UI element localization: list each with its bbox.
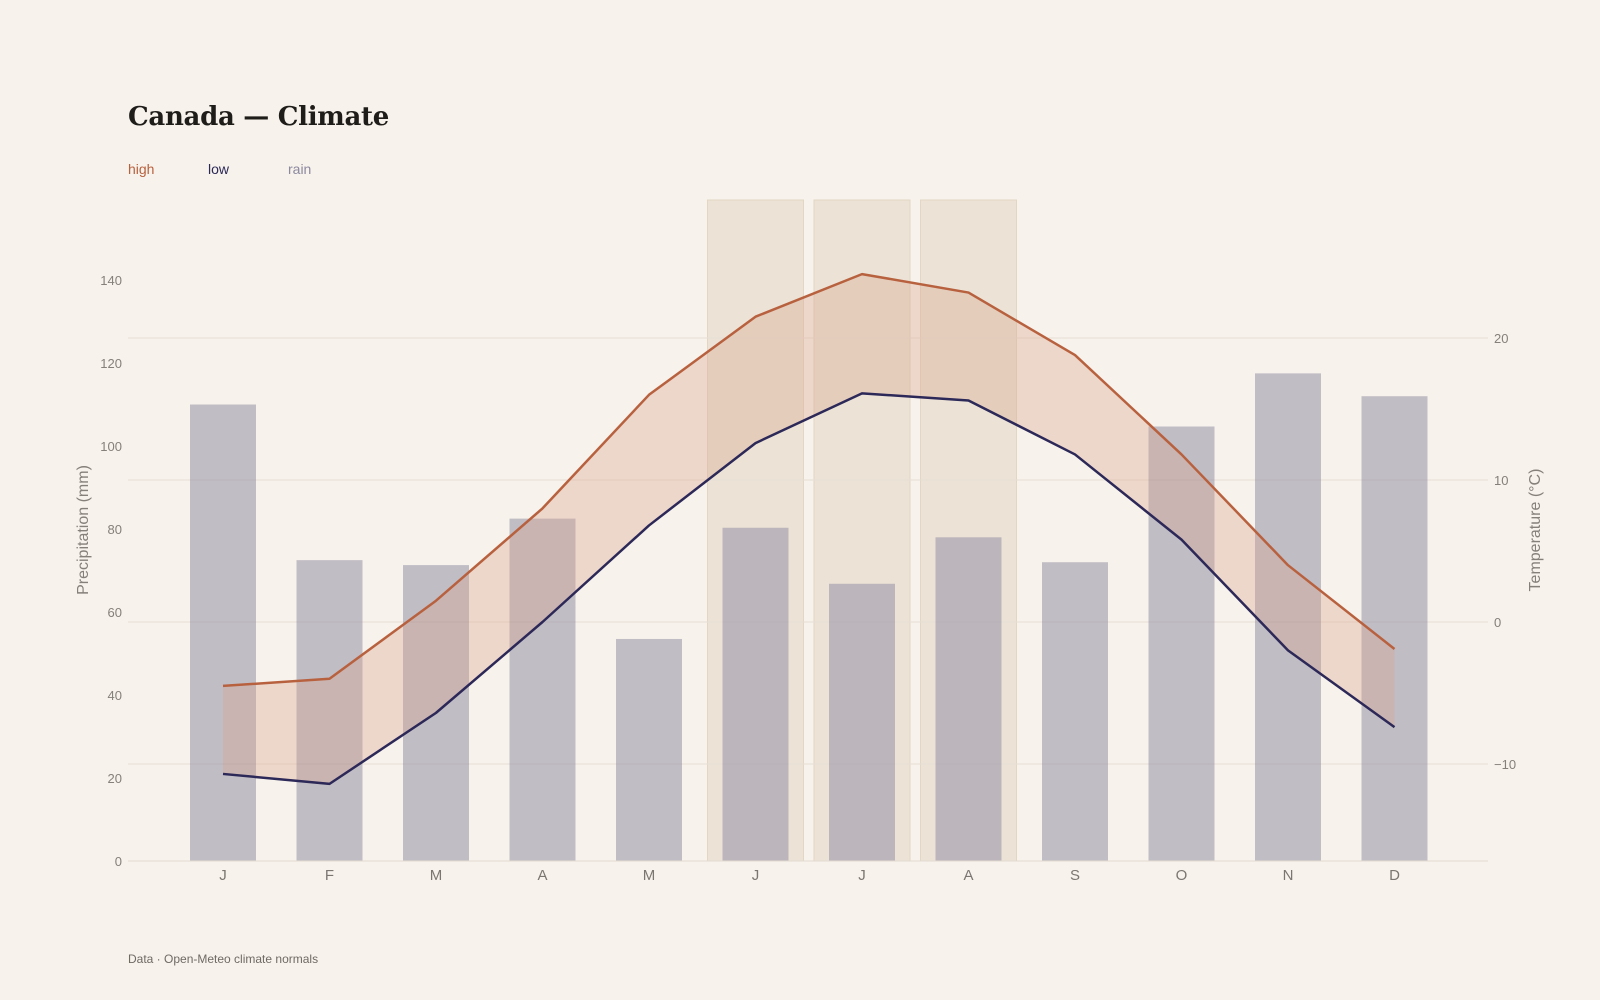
rain-bar-1 [296,560,363,861]
x-tick-label: F [325,867,334,884]
left-tick-label: 20 [108,771,122,786]
left-tick-label: 0 [115,854,122,869]
right-tick-label: 20 [1494,331,1508,346]
temperature-range-band [223,274,1395,784]
left-tick-label: 40 [108,688,122,703]
left-tick-label: 120 [100,356,122,371]
x-tick-label: J [752,867,760,884]
x-tick-label: A [537,867,547,884]
left-tick-label: 100 [100,439,122,454]
low-temperature-line [222,392,1396,786]
rain-bar-10 [1255,373,1321,861]
rain-bar-5 [722,527,789,861]
rain-bars [190,373,1428,861]
left-tick-label: 60 [108,605,122,620]
left-tick-label: 80 [108,522,122,537]
right-axis-title: Temperature (°C) [1527,469,1544,592]
rain-bar-6 [829,583,895,861]
rain-bar-0 [190,404,256,861]
x-tick-label: S [1070,867,1080,884]
rain-bar-4 [616,638,682,861]
high-temperature-line [222,272,1396,688]
right-tick-label: 0 [1494,615,1501,630]
x-tick-label: N [1283,867,1294,884]
rain-bar-7 [935,537,1002,861]
x-tick-label: A [963,867,973,884]
legend-item-high: high [128,161,155,177]
legend-item-low: low [208,161,230,177]
right-tick-label: −10 [1494,757,1516,772]
data-source: Data · Open-Meteo climate normals [128,952,319,966]
rain-bar-8 [1042,562,1108,861]
x-tick-label: M [430,867,443,884]
left-tick-label: 140 [100,273,122,288]
x-tick-label: D [1389,867,1400,884]
axes: 0 20 40 60 80 100 120 140 −10 0 10 20 J F M A M J J A S O N D Pr… [75,273,1544,884]
chart-title: Canada — Climate [128,102,389,132]
rain-bar-3 [509,518,576,861]
legend-item-rain: rain [288,161,312,177]
rain-bar-9 [1148,426,1215,861]
left-axis-title: Precipitation (mm) [75,465,92,595]
x-tick-label: J [219,867,227,884]
x-tick-label: M [643,867,656,884]
temperature-band [223,274,1395,784]
temperature-lines [222,272,1396,786]
x-tick-label: O [1176,867,1188,884]
x-tick-label: J [858,867,866,884]
right-tick-label: 10 [1494,473,1508,488]
rain-bar-11 [1361,396,1428,861]
